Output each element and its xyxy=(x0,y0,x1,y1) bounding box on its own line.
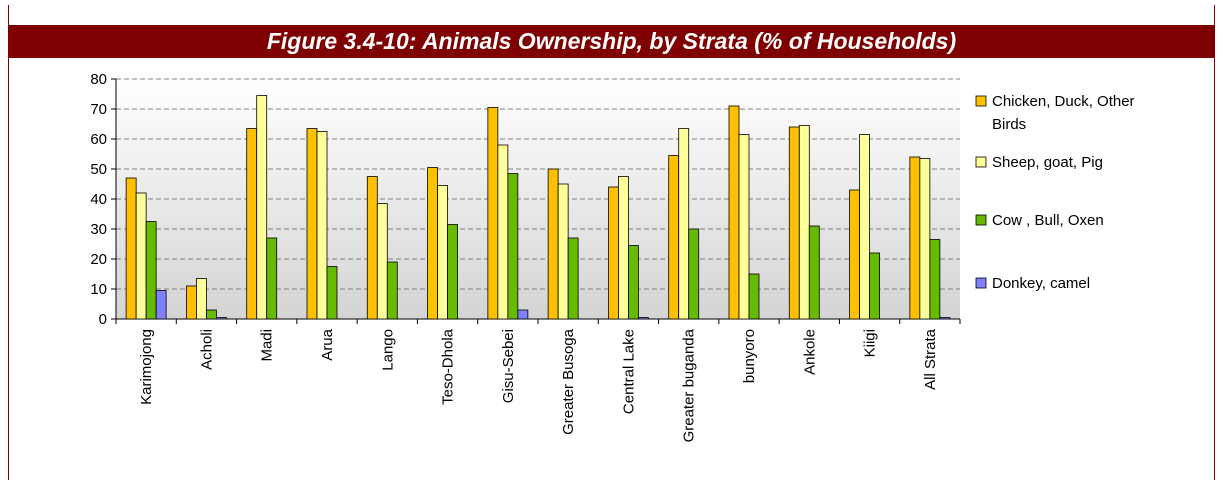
bar-sheep-goat-pig-karimojong xyxy=(135,192,147,320)
bar-cow-bull-oxen-acholi xyxy=(206,309,217,320)
figure-title: Figure 3.4-10: Animals Ownership, by Str… xyxy=(9,25,1214,58)
x-tick-label: All Strata xyxy=(922,328,939,390)
legend-swatch xyxy=(975,277,987,289)
y-tick-label: 10 xyxy=(90,281,107,298)
bar-donkey-camel-all-strata xyxy=(939,317,951,320)
bar-cow-bull-oxen-karimojong xyxy=(145,221,157,320)
legend-label: Cow , Bull, Oxen xyxy=(992,212,1104,229)
bar-chicken-duck-other-birds-arua xyxy=(306,128,318,320)
y-tick-label: 70 xyxy=(90,101,107,118)
bar-chicken-duck-other-birds-teso-dhola xyxy=(427,167,438,320)
x-tick-label: Teso-Dhola xyxy=(440,328,457,405)
bar-sheep-goat-pig-greater-buganda xyxy=(678,128,690,320)
legend-swatch xyxy=(975,214,987,226)
bar-cow-bull-oxen-bunyoro xyxy=(748,273,760,320)
x-tick-label: Arua xyxy=(319,328,336,360)
bar-cow-bull-oxen-central-lake xyxy=(628,245,639,320)
legend-swatch xyxy=(975,95,987,107)
bar-chicken-duck-other-birds-gisu-sebei xyxy=(487,107,499,320)
y-tick-label: 0 xyxy=(99,311,107,328)
y-tick-label: 20 xyxy=(90,251,107,268)
x-tick-label: Lango xyxy=(379,329,396,371)
bar-sheep-goat-pig-lango xyxy=(376,203,388,320)
y-tick-label: 30 xyxy=(90,221,107,238)
x-tick-label: Acholi xyxy=(198,329,215,370)
bar-chicken-duck-other-birds-ankole xyxy=(788,126,800,320)
bar-chicken-duck-other-birds-karimojong xyxy=(125,177,137,320)
x-tick-label: Madi xyxy=(259,329,276,362)
x-tick-label: Greater Busoga xyxy=(560,328,577,435)
bar-cow-bull-oxen-ankole xyxy=(808,225,820,320)
bar-cow-bull-oxen-madi xyxy=(266,237,278,320)
bar-donkey-camel-central-lake xyxy=(638,317,649,320)
x-tick-label: Greater buganda xyxy=(681,328,698,442)
bar-sheep-goat-pig-bunyoro xyxy=(738,134,750,320)
x-tick-label: Central Lake xyxy=(620,329,637,414)
bar-sheep-goat-pig-all-strata xyxy=(919,158,931,320)
bar-chicken-duck-other-birds-all-strata xyxy=(909,156,921,320)
bar-chicken-duck-other-birds-lango xyxy=(366,176,378,320)
legend-swatch xyxy=(975,156,987,168)
y-tick-label: 60 xyxy=(90,131,107,148)
bar-chicken-duck-other-birds-greater-buganda xyxy=(668,155,680,320)
x-tick-label: bunyoro xyxy=(741,329,758,383)
bar-chicken-duck-other-birds-bunyoro xyxy=(728,105,740,320)
bar-donkey-camel-gisu-sebei xyxy=(517,309,529,320)
legend-label: Sheep, goat, Pig xyxy=(992,154,1103,171)
bar-cow-bull-oxen-teso-dhola xyxy=(447,224,458,320)
legend: Chicken, Duck, Other Birds Sheep, goat, Pi… xyxy=(975,93,1135,292)
bar-sheep-goat-pig-teso-dhola xyxy=(437,185,448,320)
figure-frame: Figure 3.4-10: Animals Ownership, by Str… xyxy=(8,5,1215,480)
bar-sheep-goat-pig-acholi xyxy=(196,278,207,320)
bar-sheep-goat-pig-kiigi xyxy=(859,134,870,320)
y-tick-label: 80 xyxy=(90,71,107,88)
bar-donkey-camel-karimojong xyxy=(155,290,167,320)
bar-cow-bull-oxen-gisu-sebei xyxy=(507,173,519,320)
bar-sheep-goat-pig-ankole xyxy=(798,125,810,320)
bar-sheep-goat-pig-gisu-sebei xyxy=(497,144,509,320)
legend-label: Donkey, camel xyxy=(992,275,1090,292)
x-tick-label: Karimojong xyxy=(138,329,155,405)
bar-chicken-duck-other-birds-kiigi xyxy=(849,189,860,320)
x-tick-label: Gisu-Sebei xyxy=(500,329,517,403)
bar-cow-bull-oxen-arua xyxy=(326,266,338,320)
y-tick-label: 40 xyxy=(90,191,107,208)
bar-cow-bull-oxen-greater-busoga xyxy=(567,237,579,320)
bar-chicken-duck-other-birds-greater-busoga xyxy=(547,168,559,320)
bar-sheep-goat-pig-madi xyxy=(256,95,268,320)
bar-sheep-goat-pig-central-lake xyxy=(618,176,629,320)
x-tick-label: Ankole xyxy=(801,329,818,375)
bar-chicken-duck-other-birds-madi xyxy=(246,128,258,320)
bar-donkey-camel-acholi xyxy=(216,317,227,320)
y-tick-label: 50 xyxy=(90,161,107,178)
bar-cow-bull-oxen-greater-buganda xyxy=(688,228,700,320)
bar-sheep-goat-pig-arua xyxy=(316,131,328,320)
x-tick-label: Kiigi xyxy=(862,329,879,357)
plot-area xyxy=(116,79,960,319)
bar-cow-bull-oxen-all-strata xyxy=(929,239,941,320)
bar-cow-bull-oxen-lango xyxy=(386,261,398,320)
bar-chicken-duck-other-birds-acholi xyxy=(186,285,197,320)
bar-chicken-duck-other-birds-central-lake xyxy=(608,186,619,320)
bar-sheep-goat-pig-greater-busoga xyxy=(557,183,569,320)
bar-cow-bull-oxen-kiigi xyxy=(869,252,880,320)
legend-label: Chicken, Duck, Other Birds xyxy=(992,93,1135,133)
